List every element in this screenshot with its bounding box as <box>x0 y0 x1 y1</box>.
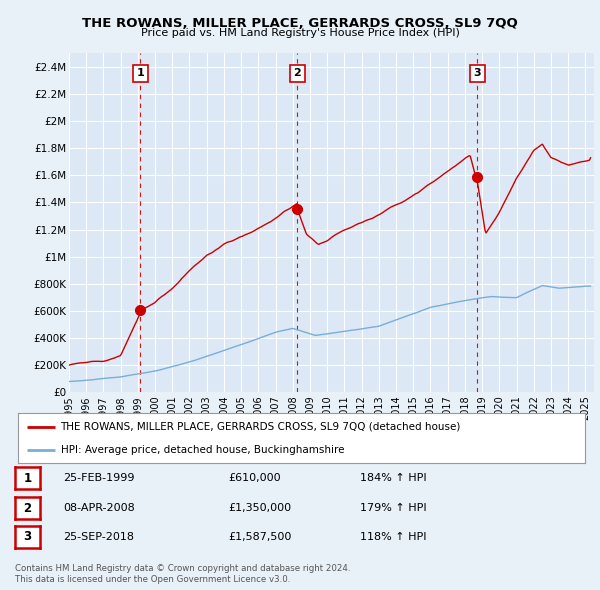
Text: 1: 1 <box>23 471 32 484</box>
Text: 3: 3 <box>473 68 481 78</box>
Text: 25-SEP-2018: 25-SEP-2018 <box>63 532 134 542</box>
Text: 179% ↑ HPI: 179% ↑ HPI <box>360 503 427 513</box>
Text: 2: 2 <box>23 502 32 514</box>
Text: 118% ↑ HPI: 118% ↑ HPI <box>360 532 427 542</box>
Text: 3: 3 <box>23 530 32 543</box>
Text: Contains HM Land Registry data © Crown copyright and database right 2024.: Contains HM Land Registry data © Crown c… <box>15 565 350 573</box>
Text: 2: 2 <box>293 68 301 78</box>
Text: 25-FEB-1999: 25-FEB-1999 <box>63 473 134 483</box>
Text: Price paid vs. HM Land Registry's House Price Index (HPI): Price paid vs. HM Land Registry's House … <box>140 28 460 38</box>
Text: 1: 1 <box>137 68 145 78</box>
Text: 08-APR-2008: 08-APR-2008 <box>63 503 135 513</box>
Text: This data is licensed under the Open Government Licence v3.0.: This data is licensed under the Open Gov… <box>15 575 290 584</box>
Text: £1,587,500: £1,587,500 <box>228 532 292 542</box>
Text: HPI: Average price, detached house, Buckinghamshire: HPI: Average price, detached house, Buck… <box>61 445 344 455</box>
Text: £1,350,000: £1,350,000 <box>228 503 291 513</box>
Text: 184% ↑ HPI: 184% ↑ HPI <box>360 473 427 483</box>
Text: THE ROWANS, MILLER PLACE, GERRARDS CROSS, SL9 7QQ: THE ROWANS, MILLER PLACE, GERRARDS CROSS… <box>82 17 518 30</box>
Text: £610,000: £610,000 <box>228 473 281 483</box>
Text: THE ROWANS, MILLER PLACE, GERRARDS CROSS, SL9 7QQ (detached house): THE ROWANS, MILLER PLACE, GERRARDS CROSS… <box>61 421 461 431</box>
